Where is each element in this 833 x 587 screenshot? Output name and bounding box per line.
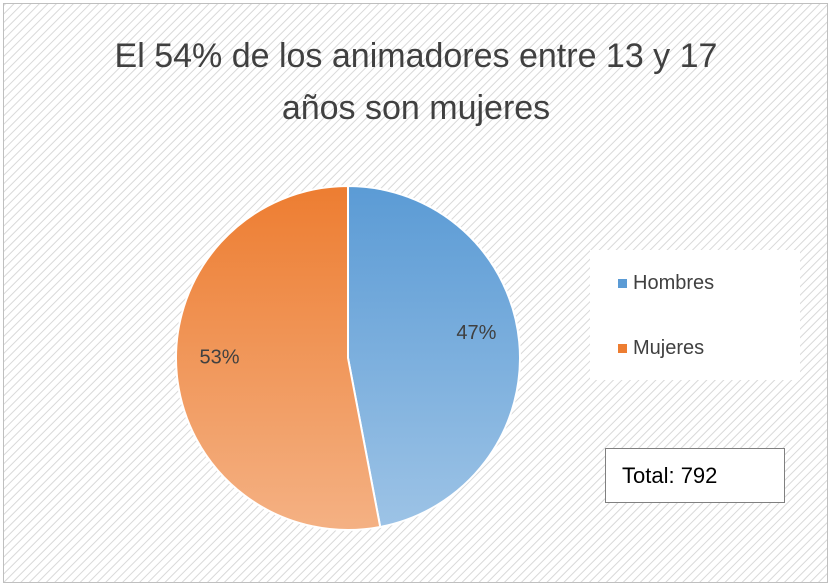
chart-title: El 54% de los animadores entre 13 y 17 a… — [114, 37, 718, 127]
data-label: 47% — [456, 322, 496, 344]
pie-slice — [347, 184, 521, 529]
legend-marker — [618, 279, 627, 288]
legend-marker — [618, 344, 627, 353]
chart-frame — [3, 3, 828, 583]
legend-label: Mujeres — [633, 337, 705, 359]
legend-item: Hombres — [618, 272, 714, 295]
annotation: Total: 792 — [605, 448, 785, 503]
legend-label: Hombres — [633, 272, 715, 294]
pie-slice — [174, 184, 382, 531]
legend: Hombres Mujeres — [590, 250, 800, 380]
legend-item: Mujeres — [618, 337, 704, 360]
data-label: 53% — [200, 346, 240, 368]
